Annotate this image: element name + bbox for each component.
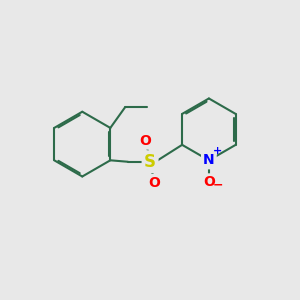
Text: N: N [203, 153, 215, 167]
Text: −: − [212, 179, 223, 192]
Text: S: S [144, 153, 156, 171]
Text: O: O [203, 176, 215, 189]
Text: O: O [140, 134, 152, 148]
Text: O: O [148, 176, 160, 190]
Text: +: + [213, 146, 222, 157]
